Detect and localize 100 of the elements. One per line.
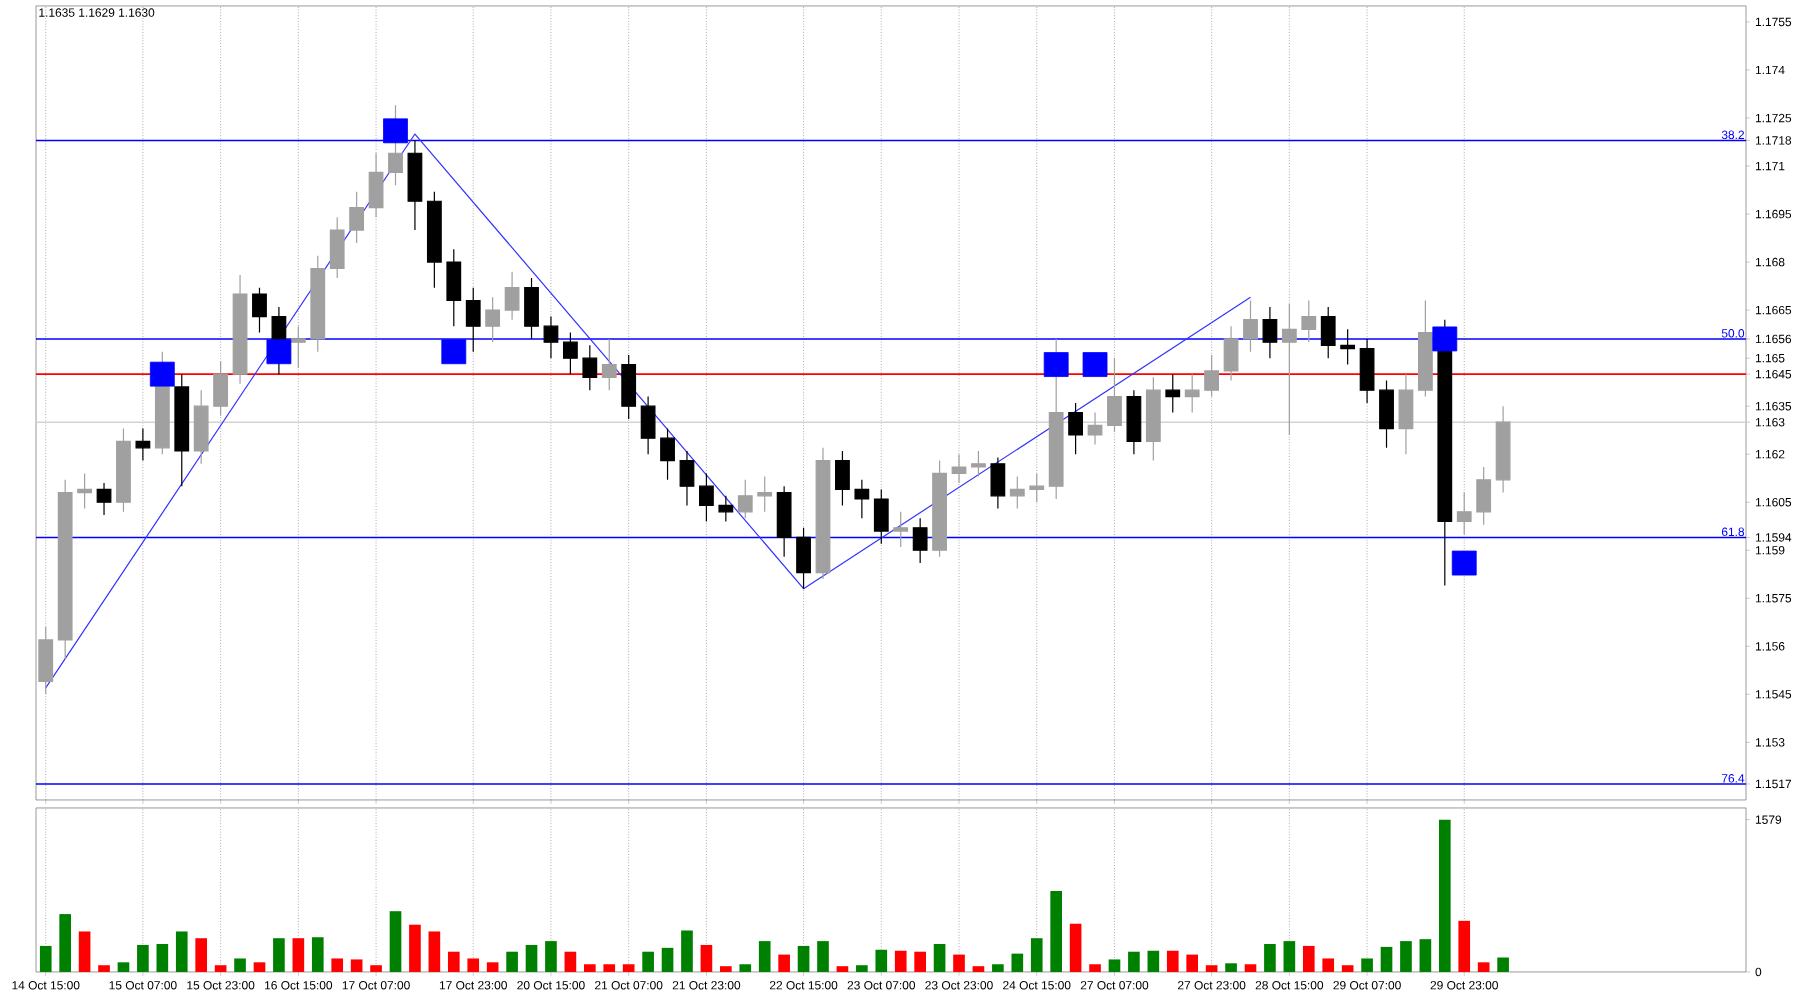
bar [992,964,1004,972]
bar [195,938,208,972]
bar [972,966,985,972]
bar [1089,964,1101,972]
bar [525,944,538,972]
candlestick [757,476,773,513]
bar [661,947,674,972]
bar [1322,958,1335,972]
bar [1147,950,1160,972]
candlestick [524,277,539,340]
candlestick [1204,354,1220,398]
candlestick [971,450,986,478]
candlestick [213,360,229,417]
candlestick [718,495,734,523]
candlestick [1456,492,1472,535]
candlestick [57,479,73,660]
bar [1302,945,1315,972]
bar [1400,941,1412,972]
candlestick [1145,376,1161,462]
bar [642,951,654,972]
bar [447,951,460,972]
bar [856,965,868,972]
bar [1419,939,1432,972]
bar [836,966,849,972]
bar [914,951,926,972]
bar [758,941,771,972]
bar [778,954,790,972]
candlestick [893,511,909,548]
bar [409,924,421,972]
bar [1108,959,1121,972]
line-series [45,133,1252,689]
bar [1225,963,1237,972]
candlestick [1301,299,1317,343]
bar [1244,964,1257,972]
bar [603,964,616,972]
candlestick [154,351,170,455]
bar [1166,950,1179,972]
candlestick [640,395,656,455]
bar [117,962,130,972]
bar [894,950,907,972]
bar [1030,938,1043,972]
candlestick [835,450,850,507]
bar [933,943,946,972]
bar [370,965,382,972]
candlestick [679,450,695,507]
bar [175,931,188,972]
candlestick [912,517,928,564]
bar [739,964,752,972]
point [1451,550,1477,576]
candlestick [446,248,462,327]
candlestick [465,287,481,353]
bar [1497,957,1509,972]
bar [1341,965,1354,972]
candlestick [38,626,54,695]
candlestick [174,373,190,487]
bar [817,941,829,972]
bar [720,966,732,972]
bar [545,941,557,972]
candlestick [1165,373,1181,414]
candlestick [932,460,947,558]
candlestick [1359,338,1375,404]
candlestick [1009,476,1025,510]
bar [1128,951,1140,972]
candlestick [1262,306,1278,359]
candlestick [96,482,112,516]
candlestick [407,139,423,231]
candlestick [1320,306,1336,359]
candlestick [368,152,384,218]
point [266,339,292,365]
bar [622,964,635,972]
bar [700,944,713,972]
candlestick [135,427,151,462]
bar [428,931,441,972]
bar [1458,920,1471,972]
bar [331,958,344,972]
bar [59,914,71,972]
candlestick [388,104,403,186]
candlestick [1029,472,1045,503]
bar [78,931,91,972]
candlestick [1126,389,1142,455]
candlestick [699,472,714,523]
bar [1069,923,1082,972]
candlestick [1417,299,1433,398]
bar [39,945,52,972]
candlestick [232,274,248,385]
point [441,339,467,365]
bar [292,938,305,972]
point [1432,326,1458,352]
bar [253,962,266,972]
candlestick [1087,411,1103,446]
candlestick [252,287,267,334]
candlestick [1476,466,1492,526]
candlestick [290,325,306,369]
candlestick [815,447,831,580]
candlestick [1340,328,1356,366]
bar [1380,946,1393,972]
bar [311,937,324,972]
candlestick [951,453,967,484]
candlestick [193,389,209,465]
bar [389,911,402,972]
